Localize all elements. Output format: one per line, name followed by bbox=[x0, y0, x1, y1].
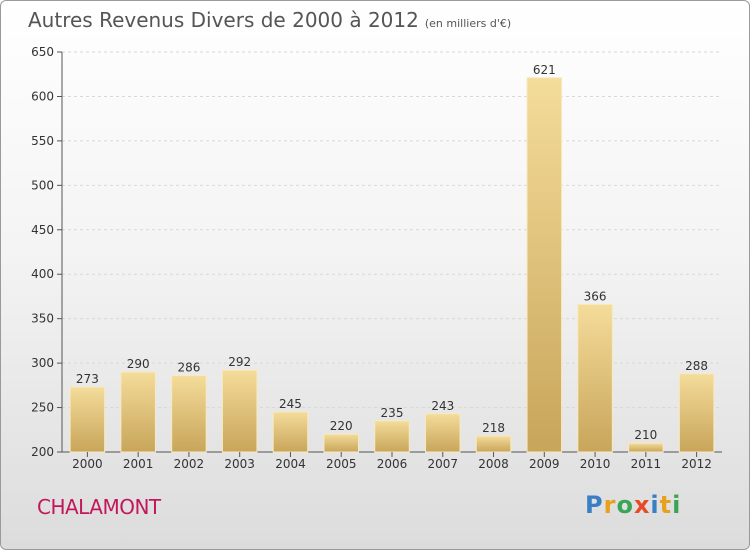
bar bbox=[272, 411, 309, 453]
chart-subtitle: (en milliers d'€) bbox=[424, 17, 512, 30]
y-tick-label: 250 bbox=[31, 401, 54, 415]
data-label: 243 bbox=[431, 399, 454, 413]
bar bbox=[171, 375, 207, 453]
y-tick-label: 400 bbox=[31, 267, 54, 281]
x-tick-label: 2010 bbox=[580, 457, 611, 471]
bar bbox=[69, 386, 106, 453]
bar bbox=[475, 435, 512, 453]
y-tick-label: 450 bbox=[31, 223, 54, 237]
data-label: 210 bbox=[634, 428, 657, 442]
logo-letter: i bbox=[672, 491, 682, 519]
x-tick-label: 2012 bbox=[681, 457, 712, 471]
logo-letter: r bbox=[603, 491, 617, 519]
y-tick-label: 600 bbox=[31, 89, 54, 103]
y-tick-label: 300 bbox=[31, 356, 54, 370]
x-tick-label: 2000 bbox=[72, 457, 103, 471]
data-label: 220 bbox=[330, 419, 353, 433]
x-tick-label: 2002 bbox=[174, 457, 205, 471]
y-tick-label: 200 bbox=[31, 445, 54, 459]
data-label: 245 bbox=[279, 397, 302, 411]
data-label: 235 bbox=[381, 406, 404, 420]
logo-letter: P bbox=[585, 491, 604, 519]
data-label: 288 bbox=[685, 359, 708, 373]
x-tick-label: 2005 bbox=[326, 457, 357, 471]
data-label: 286 bbox=[177, 361, 200, 375]
x-tick-label: 2009 bbox=[529, 457, 560, 471]
bar bbox=[221, 369, 258, 453]
data-label: 218 bbox=[482, 421, 505, 435]
y-tick-label: 500 bbox=[31, 178, 54, 192]
place-name: CHALAMONT bbox=[37, 495, 161, 519]
x-tick-label: 2011 bbox=[631, 457, 662, 471]
y-tick-label: 350 bbox=[31, 312, 54, 326]
x-tick-label: 2004 bbox=[275, 457, 306, 471]
bar bbox=[374, 420, 410, 453]
data-label: 273 bbox=[76, 372, 99, 386]
logo-letter: x bbox=[633, 491, 651, 519]
y-tick-label: 550 bbox=[31, 134, 54, 148]
data-label: 366 bbox=[584, 289, 607, 303]
data-label: 292 bbox=[228, 355, 251, 369]
logo-letter: o bbox=[616, 491, 634, 519]
x-tick-label: 2006 bbox=[377, 457, 408, 471]
bar bbox=[577, 303, 613, 453]
data-label: 290 bbox=[127, 357, 150, 371]
chart-title: Autres Revenus Divers de 2000 à 2012 (en … bbox=[28, 8, 512, 32]
x-tick-label: 2007 bbox=[427, 457, 458, 471]
bar bbox=[526, 77, 563, 453]
bar bbox=[425, 413, 461, 453]
bar bbox=[678, 373, 715, 453]
bar bbox=[628, 442, 664, 453]
bar bbox=[323, 433, 359, 453]
x-tick-label: 2001 bbox=[123, 457, 154, 471]
data-label: 621 bbox=[533, 63, 556, 77]
plot-area bbox=[62, 52, 722, 452]
x-tick-label: 2008 bbox=[478, 457, 509, 471]
x-tick-label: 2003 bbox=[224, 457, 255, 471]
y-tick-label: 650 bbox=[31, 45, 54, 59]
logo-letter: i bbox=[650, 491, 660, 519]
proxiti-logo: Proxiti bbox=[585, 491, 681, 519]
logo-letter: t bbox=[659, 491, 673, 519]
bar bbox=[120, 371, 156, 453]
